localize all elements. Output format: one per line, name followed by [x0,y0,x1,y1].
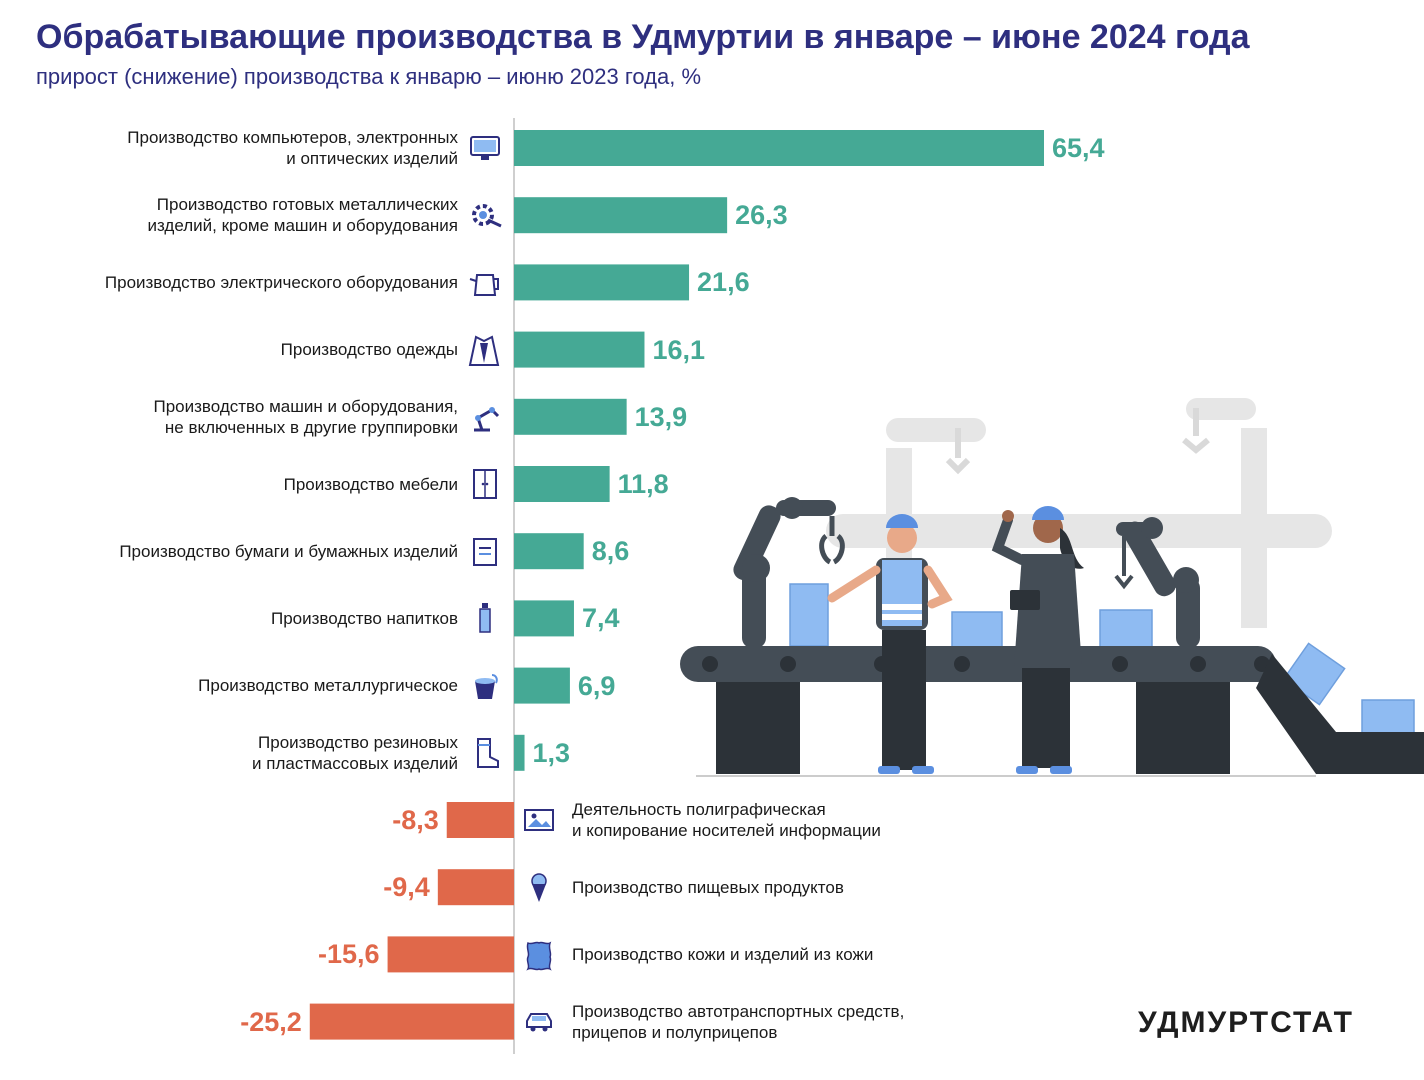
car-icon [526,1012,552,1032]
value-label: -15,6 [318,939,380,970]
bar [446,802,514,838]
category-label: Производство резиновых и пластмассовых из… [252,732,458,774]
category-label-line: не включенных в другие группировки [164,417,458,437]
ice-cream-icon [531,873,547,903]
category-label-line: Производство металлургическое [198,676,458,696]
conveyor-belt-icon [680,646,1276,682]
robot-arm-right-icon [1116,517,1200,648]
robot-arm-left-icon [733,497,836,648]
category-label-line: Производство кожи и изделий из кожи [572,944,874,964]
gear-wrench-icon [472,204,502,228]
worker-man-icon [827,514,953,774]
value-label: -25,2 [240,1006,302,1037]
bar [309,1003,514,1040]
category-label-line: и копирование носителей информации [572,821,881,840]
category-label-line: Производство мебели [283,474,458,494]
category-label: Производство мебели [284,474,458,495]
category-label: Производство напитков [271,608,458,629]
bar [387,936,514,973]
value-label: 6,9 [577,670,616,701]
category-label: Производство металлургическое [198,675,458,696]
category-label-line: Производство одежды [280,340,458,360]
category-label-line: и пластмассовых изделий [252,753,458,773]
category-label: Производство пищевых продуктов [572,877,844,898]
factory-illustration [680,398,1424,777]
category-label: Производство электрического оборудования [105,272,458,293]
category-label: Производство машин и оборудования, не вкл… [154,396,459,438]
category-label-line: и оптических изделий [286,149,458,168]
metal-bucket-icon [475,673,498,699]
value-label: 26,3 [735,200,788,231]
value-label: 11,8 [617,469,669,499]
bar [514,466,610,502]
category-label-line: Деятельность полиграфическая [572,800,826,819]
category-label-line: Производство готовых металлических [156,195,458,215]
bar [514,130,1044,166]
category-label-line: прицепов и полуприцепов [572,1022,778,1042]
bar [514,398,627,435]
value-label: 21,6 [697,267,750,298]
chart-title: Обрабатывающие производства в Удмуртии в… [36,18,1250,56]
printed-picture-icon [524,809,554,831]
category-label: Деятельность полиграфическая и копировани… [572,799,881,841]
bar [514,197,728,234]
category-label-line: изделий, кроме машин и оборудования [147,216,458,236]
bar [514,667,570,704]
category-label: Производство одежды [281,339,458,360]
category-label: Производство автотранспортных средств, пр… [572,1001,904,1043]
value-label: -8,3 [392,805,439,835]
category-label: Производство компьютеров, электронных и о… [127,127,458,169]
category-label-line: Производство машин и оборудования, [153,396,459,416]
leather-hide-icon [526,941,552,972]
category-label-line: Производство пищевых продуктов [572,877,844,897]
value-label: 1,3 [532,737,571,768]
category-label-line: Производство бумаги и бумажных изделий [119,541,458,561]
category-label: Производство готовых металлических издели… [147,194,458,236]
category-label-line: Производство автотранспортных средств, [572,1001,905,1021]
robot-arm-icon [474,406,500,432]
value-label: -9,4 [383,872,430,903]
chart-subtitle: прирост (снижение) производства к январю… [36,64,702,89]
bar [514,264,690,301]
rubber-boot-icon [477,737,499,768]
computer-icon [470,136,500,160]
value-label: 7,4 [581,603,620,634]
udmurtstat-logo: УДМУРТСТАТ [1138,1006,1354,1039]
value-label: 65,4 [1052,133,1105,163]
bar [514,331,645,368]
worker-woman-icon [991,506,1084,774]
clothing-icon [468,335,500,366]
value-label: 8,6 [591,536,630,567]
category-label: Производство бумаги и бумажных изделий [119,541,458,562]
value-label: 16,1 [652,334,706,365]
value-label: 13,9 [634,401,688,432]
category-label-line: Производство резиновых [258,732,458,752]
bar [514,734,525,771]
wardrobe-icon [473,469,497,499]
bar [514,533,584,570]
category-label-line: Производство напитков [270,608,458,628]
bar [514,600,574,637]
bar [437,869,514,906]
electric-kettle-icon [469,274,499,297]
category-label-line: Производство электрического оборудования [104,272,458,292]
background-machine-icon [826,398,1332,628]
category-label-line: Производство компьютеров, электронных [127,128,458,147]
bottle-icon [479,603,491,634]
paper-document-icon [473,538,497,567]
category-label: Производство кожи и изделий из кожи [572,944,873,965]
